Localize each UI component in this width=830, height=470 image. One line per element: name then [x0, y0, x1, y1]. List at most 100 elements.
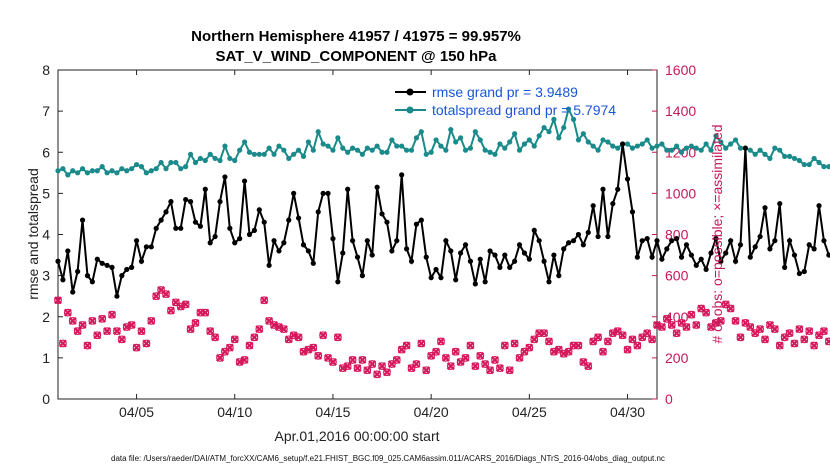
y-right-tick-label: 1000 [665, 185, 696, 201]
totalspread-point [271, 151, 277, 157]
possible-point [741, 319, 750, 327]
totalspread-point [65, 172, 71, 178]
rmse-point [801, 268, 807, 275]
totalspread-point [232, 157, 238, 164]
possible-point [476, 351, 485, 360]
assimilated-point [117, 335, 126, 344]
x-tick-label: 04/25 [512, 404, 547, 420]
rmse-point [158, 217, 164, 223]
possible-point [604, 337, 612, 346]
possible-point [746, 323, 755, 331]
rmse-point [492, 252, 498, 258]
assimilated-point [216, 353, 225, 362]
rmse-point [678, 254, 685, 260]
totalspread-point [462, 147, 469, 153]
totalspread-point [507, 139, 513, 145]
totalspread-point [777, 147, 783, 153]
assimilated-point [225, 343, 234, 352]
possible-point [368, 360, 377, 368]
totalspread-point [482, 147, 488, 153]
assimilated-point [648, 335, 657, 344]
possible-point [73, 327, 82, 336]
possible-point [387, 360, 396, 368]
totalspread-point [688, 143, 694, 149]
rmse-point [570, 238, 577, 244]
possible-point [427, 351, 436, 360]
rmse-point [75, 268, 81, 275]
assimilated-point [328, 358, 337, 366]
totalspread-point [816, 159, 822, 166]
rmse-point [752, 244, 758, 250]
totalspread-point [168, 159, 174, 166]
y-tick-label: 6 [42, 144, 50, 160]
assimilated-point [490, 355, 499, 364]
possible-point [736, 333, 745, 342]
assimilated-point [716, 316, 725, 325]
totalspread-point [129, 166, 135, 172]
assimilated-point [471, 362, 480, 371]
rmse-point [183, 196, 189, 203]
assimilated-point [289, 331, 298, 340]
possible-point [216, 353, 224, 362]
possible-point [329, 358, 337, 366]
assimilated-point [711, 318, 720, 327]
rmse-point [796, 270, 802, 277]
possible-point [486, 366, 494, 375]
rmse-point [448, 248, 454, 254]
assimilated-point [515, 353, 524, 362]
assimilated-point [83, 341, 92, 350]
totalspread-point [354, 147, 361, 153]
totalspread-point [183, 164, 189, 170]
assimilated-point [255, 325, 264, 334]
assimilated-point [574, 341, 583, 350]
totalspread-point [747, 147, 753, 153]
totalspread-point [281, 147, 287, 153]
rmse-point [207, 240, 213, 246]
assimilated-point [132, 343, 141, 352]
rmse-point [84, 273, 91, 279]
totalspread-point [477, 137, 483, 143]
totalspread-point [364, 145, 370, 151]
possible-point [500, 341, 509, 350]
totalspread-point [55, 168, 61, 174]
possible-point [805, 327, 814, 336]
possible-point [255, 325, 264, 333]
rmse-point [713, 236, 719, 242]
possible-point [780, 333, 789, 342]
assimilated-point [662, 314, 671, 323]
rmse-point [266, 262, 272, 268]
possible-point [638, 333, 647, 342]
totalspread-point [261, 151, 267, 157]
rmse-point [467, 258, 474, 264]
assimilated-point [206, 327, 215, 336]
totalspread-point [300, 153, 307, 159]
assimilated-point [682, 323, 691, 332]
totalspread-point [487, 149, 493, 155]
assimilated-point [466, 341, 475, 350]
possible-point [677, 319, 686, 327]
assimilated-point [486, 366, 495, 375]
rmse-point [531, 227, 537, 233]
possible-point [510, 339, 519, 348]
rmse-point [629, 209, 636, 215]
rmse-point [163, 209, 169, 215]
totalspread-point [241, 139, 248, 145]
rmse-point [703, 266, 709, 273]
rmse-point [187, 199, 194, 205]
totalspread-point [325, 143, 331, 149]
totalspread-point [629, 145, 636, 151]
rmse-point [212, 233, 218, 240]
possible-point [687, 310, 696, 319]
possible-point [800, 335, 809, 344]
possible-point [186, 325, 195, 333]
legend-spread-label: totalspread grand pr = 5.7974 [432, 102, 616, 118]
assimilated-point [608, 329, 617, 338]
rmse-point [600, 186, 606, 192]
rmse-point [482, 279, 488, 285]
totalspread-point [443, 147, 449, 153]
totalspread-point [772, 145, 778, 151]
assimilated-point [373, 370, 382, 379]
possible-point [515, 353, 524, 362]
possible-point [117, 335, 126, 344]
